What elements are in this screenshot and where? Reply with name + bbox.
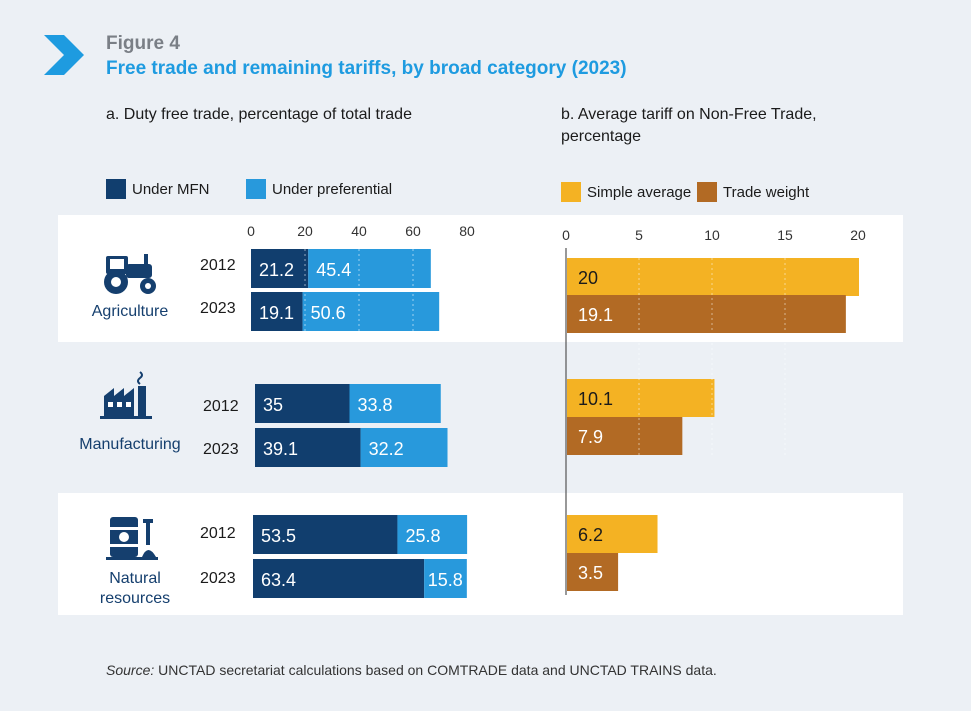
label-a-natural-resources-2023-pref: 15.8	[428, 570, 463, 590]
legend-mfn: Under MFN	[106, 179, 210, 199]
label-a-agriculture-2023-mfn: 19.1	[259, 303, 294, 323]
figure-label: Figure 4	[106, 33, 180, 54]
panel-a-tick-20: 20	[297, 223, 313, 239]
panel-b-tick-20: 20	[850, 227, 866, 243]
legend-simple-swatch	[561, 182, 581, 202]
legend-trade-weight: Trade weight	[697, 182, 809, 202]
year-agriculture-2023: 2023	[200, 300, 236, 317]
label-b-natural-resources-simple: 6.2	[578, 525, 603, 545]
panel-a-tick-80: 80	[459, 223, 475, 239]
source-note: Source: UNCTAD secretariat calculations …	[106, 662, 717, 678]
panel-b-tick-10: 10	[704, 227, 720, 243]
category-agriculture: Agriculture	[91, 303, 169, 320]
label-a-agriculture-2012-pref: 45.4	[316, 260, 351, 280]
band-natural-resources	[58, 493, 903, 615]
panel-b-tick-0: 0	[562, 227, 570, 243]
year-natural-resources-2012: 2012	[200, 525, 236, 542]
figure-title: Free trade and remaining tariffs, by bro…	[106, 58, 627, 79]
label-a-manufacturing-2012-pref: 33.8	[358, 395, 393, 415]
legend-preferential: Under preferential	[246, 179, 392, 199]
label-a-manufacturing-2023-pref: 32.2	[369, 439, 404, 459]
category-natural-resources: Natural resources	[99, 570, 171, 607]
label-b-natural-resources-trade: 3.5	[578, 563, 603, 583]
category-manufacturing: Manufacturing	[79, 436, 181, 453]
panel-b-tick-15: 15	[777, 227, 793, 243]
bar-b-agriculture-trade	[567, 295, 846, 333]
legend-preferential-label: Under preferential	[272, 180, 393, 198]
legend-mfn-swatch	[106, 179, 126, 199]
panel-a-title: a. Duty free trade, percentage of total …	[106, 106, 412, 123]
bar-a-manufacturing-2012-pref	[349, 384, 441, 423]
panel-a-tick-40: 40	[351, 223, 367, 239]
bar-b-manufacturing-simple	[567, 379, 715, 417]
year-manufacturing-2023: 2023	[203, 441, 239, 458]
year-manufacturing-2012: 2012	[203, 398, 239, 415]
panel-a-tick-60: 60	[405, 223, 421, 239]
panel-a-tick-0: 0	[247, 223, 255, 239]
panel-b-tick-5: 5	[635, 227, 643, 243]
chevron-right-icon	[44, 35, 84, 75]
bar-b-agriculture-simple	[567, 258, 859, 296]
oil-barrel-icon	[106, 517, 158, 560]
bar-b-natural-resources-trade	[567, 553, 619, 591]
source-prefix: Source:	[106, 662, 155, 678]
legend-trade-swatch	[697, 182, 717, 202]
bar-a-agriculture-2012-mfn	[251, 249, 309, 288]
bar-a-agriculture-2023-mfn	[251, 292, 303, 331]
label-b-agriculture-simple: 20	[578, 268, 598, 288]
legend-simple-label: Simple average	[587, 183, 692, 201]
label-a-natural-resources-2023-mfn: 63.4	[261, 570, 296, 590]
label-a-natural-resources-2012-pref: 25.8	[405, 526, 440, 546]
label-a-manufacturing-2023-mfn: 39.1	[263, 439, 298, 459]
legend-mfn-label: Under MFN	[132, 180, 210, 198]
bar-b-natural-resources-simple	[567, 515, 658, 553]
label-a-agriculture-2012-mfn: 21.2	[259, 260, 294, 280]
panel-b-title: b. Average tariff on Non-Free Trade, per…	[561, 106, 817, 145]
bar-a-agriculture-2012-pref	[308, 249, 431, 288]
year-natural-resources-2023: 2023	[200, 570, 236, 587]
label-b-manufacturing-trade: 7.9	[578, 427, 603, 447]
bar-b-manufacturing-trade	[567, 417, 683, 455]
bar-a-manufacturing-2023-mfn	[255, 428, 361, 467]
bar-a-natural-resources-2023-pref	[424, 559, 467, 598]
bar-a-natural-resources-2012-mfn	[253, 515, 398, 554]
source-text: UNCTAD secretariat calculations based on…	[158, 662, 717, 678]
factory-icon	[100, 371, 152, 419]
label-a-natural-resources-2012-mfn: 53.5	[261, 526, 296, 546]
legend-simple-average: Simple average	[561, 182, 691, 202]
bar-a-natural-resources-2012-pref	[397, 515, 468, 554]
bar-a-agriculture-2023-pref	[302, 292, 440, 331]
year-agriculture-2012: 2012	[200, 257, 236, 274]
legend-trade-label: Trade weight	[723, 183, 810, 201]
bar-a-manufacturing-2012-mfn	[255, 384, 350, 423]
label-b-manufacturing-simple: 10.1	[578, 389, 613, 409]
bar-a-manufacturing-2023-pref	[360, 428, 448, 467]
bar-a-natural-resources-2023-mfn	[253, 559, 425, 598]
label-b-agriculture-trade: 19.1	[578, 305, 613, 325]
label-a-agriculture-2023-pref: 50.6	[311, 303, 346, 323]
label-a-manufacturing-2012-mfn: 35	[263, 395, 283, 415]
legend-preferential-swatch	[246, 179, 266, 199]
tractor-icon	[104, 254, 156, 294]
